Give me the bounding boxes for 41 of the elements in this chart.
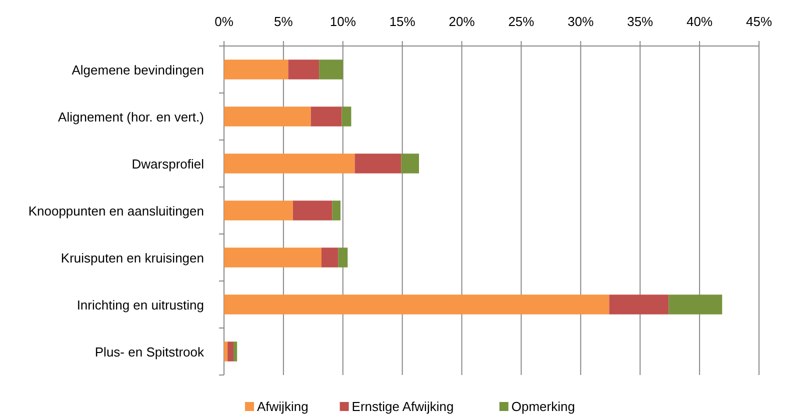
x-tick-label: 45% (746, 14, 772, 29)
bar (224, 60, 288, 80)
bar (338, 248, 348, 268)
y-tick-label: Dwarsprofiel (132, 156, 204, 172)
bar (234, 342, 238, 362)
bar (224, 294, 610, 314)
bar (321, 248, 338, 268)
x-tick-label: 15% (389, 14, 416, 29)
bar (609, 294, 669, 314)
x-tick-label: 35% (627, 14, 654, 29)
bar (310, 106, 342, 126)
bar (668, 294, 722, 314)
legend-label: Opmerking (511, 399, 575, 414)
y-tick-label: Knooppunten en aansluitingen (28, 204, 204, 218)
bar (292, 200, 332, 220)
y-tick-label: Alignement (hor. en vert.) (58, 110, 204, 124)
x-tick-label: 5% (274, 14, 294, 29)
x-tick-label: 25% (508, 14, 535, 29)
bar (224, 200, 293, 220)
bar (401, 154, 419, 174)
x-tick-label: 20% (448, 14, 476, 29)
y-tick-label: Kruisputen en kruisingen (60, 250, 204, 266)
legend-label: Ernstige Afwijking (352, 399, 454, 414)
legend-label: Afwijking (257, 399, 308, 414)
bar (224, 106, 311, 126)
x-tick-label: 0% (214, 14, 234, 29)
bar (224, 154, 355, 174)
x-tick-label: 30% (568, 14, 594, 29)
y-tick-label: Plus- en Spitstrook (94, 344, 204, 360)
bar (354, 154, 402, 174)
bar (228, 342, 234, 362)
y-tick-label: Inrichting en uitrusting (76, 298, 204, 312)
bar (224, 248, 322, 268)
bar (319, 60, 343, 80)
y-tick-label: Algemene bevindingen (72, 62, 204, 78)
bar (224, 342, 228, 362)
bar (288, 60, 320, 80)
bar (332, 200, 341, 220)
x-tick-label: 10% (330, 14, 356, 29)
x-tick-label: 40% (686, 14, 713, 29)
bar (342, 106, 352, 126)
